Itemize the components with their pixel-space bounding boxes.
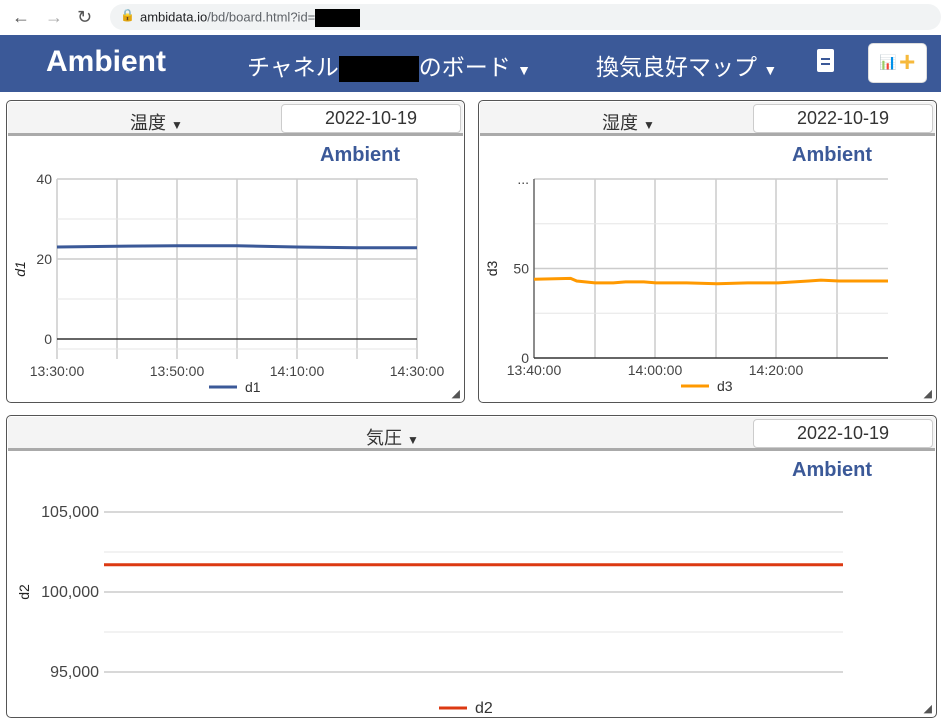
resize-handle-icon[interactable]: ◢: [923, 388, 932, 400]
back-icon[interactable]: ←: [12, 7, 30, 27]
panel-temperature: 温度 ▼ 2022-10-19 Ambient 0 20 40 13:30:00 13:…: [6, 100, 465, 403]
panel-pressure: 気圧 ▼ 2022-10-19 Ambient 95,000 100,000 105…: [6, 415, 937, 718]
add-chart-button[interactable]: 📊 +: [868, 43, 927, 83]
panel-title-menu[interactable]: 湿度 ▼: [602, 109, 655, 135]
legend-label: d3: [717, 378, 733, 394]
y-tick-label: 40: [36, 171, 52, 187]
address-bar[interactable]: 🔒 ambidata.io/bd/board.html?id=: [110, 4, 941, 30]
y-tick-label: 0: [44, 331, 52, 347]
chart-pressure: 95,000 100,000 105,000 d2 d2: [16, 504, 843, 717]
panel-title-menu[interactable]: 温度 ▼: [130, 109, 183, 135]
redacted-id: [315, 9, 361, 27]
y-axis-label: d2: [16, 584, 32, 600]
resize-handle-icon[interactable]: ◢: [923, 703, 932, 715]
x-tick-label: 13:40:00: [507, 362, 562, 378]
caret-down-icon: ▼: [407, 433, 419, 447]
ambient-logo: Ambient: [320, 144, 400, 166]
board-menu-suffix: のボード: [418, 54, 511, 80]
legend-label: d2: [475, 700, 493, 717]
date-input[interactable]: 2022-10-19: [753, 104, 933, 133]
ambient-logo: Ambient: [792, 144, 872, 166]
panel-title: 湿度: [602, 113, 638, 133]
date-input[interactable]: 2022-10-19: [281, 104, 461, 133]
x-tick-label: 13:50:00: [150, 363, 205, 379]
brand-logo[interactable]: Ambient: [46, 45, 166, 78]
x-tick-label: 14:00:00: [628, 362, 683, 378]
document-icon[interactable]: [817, 49, 834, 72]
y-axis-label: d1: [12, 261, 28, 277]
map-menu-label: 換気良好マップ: [596, 54, 757, 80]
date-input[interactable]: 2022-10-19: [753, 419, 933, 448]
caret-down-icon: ▼: [763, 62, 778, 78]
y-tick-label: 95,000: [50, 664, 99, 681]
y-axis-label: d3: [484, 261, 500, 277]
x-tick-label: 14:30:00: [390, 363, 445, 379]
resize-handle-icon[interactable]: ◢: [451, 388, 460, 400]
panel-title: 気圧: [366, 428, 402, 448]
chart-humidity: 0 50... 13:40:00 14:00:00 14:20:00 d3 d3: [484, 171, 888, 394]
y-tick-label: 105,000: [41, 504, 99, 521]
legend-label: d1: [245, 379, 261, 395]
panel-title: 温度: [130, 113, 166, 133]
top-nav: Ambient チャネル のボード ▼ 換気良好マップ ▼ 📊 +: [0, 35, 941, 92]
panel-humidity: 湿度 ▼ 2022-10-19 Ambient 0 50... 13:40:00 14…: [478, 100, 937, 403]
panel-title-menu[interactable]: 気圧 ▼: [366, 424, 419, 450]
x-tick-label: 13:30:00: [30, 363, 85, 379]
caret-down-icon: ▼: [171, 118, 183, 132]
ambient-logo: Ambient: [792, 459, 872, 481]
y-tick-label: 20: [36, 251, 52, 267]
y-tick-label: ...: [517, 171, 529, 187]
x-tick-label: 14:10:00: [270, 363, 325, 379]
board-menu-prefix: チャネル: [247, 54, 339, 80]
plus-icon: +: [899, 46, 916, 77]
reload-icon[interactable]: ↻: [77, 7, 93, 27]
url-path: /bd/board.html?id=: [207, 9, 316, 25]
y-tick-label: 0: [521, 350, 529, 366]
x-tick-label: 14:20:00: [749, 362, 804, 378]
redacted-channel: [338, 55, 419, 82]
y-tick-label: 100,000: [41, 584, 99, 601]
lock-icon: 🔒: [120, 8, 135, 22]
caret-down-icon: ▼: [517, 62, 532, 78]
chart-icon: 📊: [879, 54, 897, 70]
series-line-d1: [56, 244, 417, 250]
browser-bar: ← → ↻ 🔒 ambidata.io/bd/board.html?id=: [0, 0, 941, 34]
y-tick-label: 50: [513, 261, 529, 277]
map-menu[interactable]: 換気良好マップ ▼: [596, 48, 777, 82]
url-host: ambidata.io: [140, 9, 208, 25]
chart-temperature: 0 20 40 13:30:00 13:50:00 14:10:00 14:30:00 d1 d…: [12, 171, 445, 395]
board-menu[interactable]: チャネル のボード ▼: [247, 48, 531, 82]
forward-icon[interactable]: →: [45, 7, 63, 27]
caret-down-icon: ▼: [643, 118, 655, 132]
series-line-d3: [533, 276, 888, 286]
